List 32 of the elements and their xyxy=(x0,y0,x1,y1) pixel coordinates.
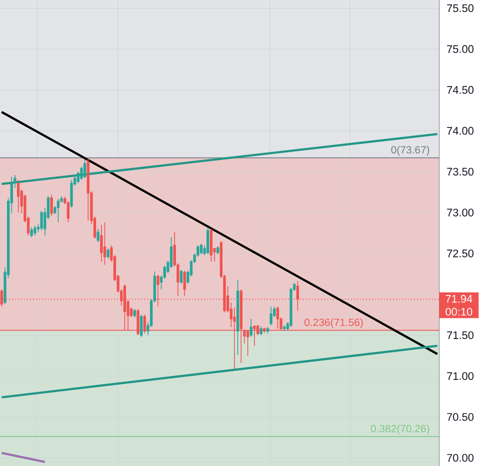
candlestick xyxy=(56,198,60,223)
candlestick xyxy=(86,158,90,222)
y-tick-label: 71.50 xyxy=(447,331,474,340)
ref-line-label: 0(73.67) xyxy=(391,146,430,156)
candlestick xyxy=(100,224,103,262)
y-tick-label: 73.50 xyxy=(447,168,474,176)
candlestick xyxy=(50,194,53,216)
ref-line-label: 71.94 xyxy=(446,294,472,303)
y-tick-label: 73.00 xyxy=(447,208,474,216)
y-tick-label: 70.50 xyxy=(447,413,474,421)
candlestick xyxy=(96,228,100,242)
candlestick xyxy=(283,324,286,332)
candlestick xyxy=(30,226,33,238)
y-tick-label: 75.50 xyxy=(447,4,474,12)
candlestick xyxy=(34,225,36,236)
candlestick xyxy=(290,287,292,328)
y-tick-label: 74.00 xyxy=(447,126,474,135)
y-tick-label: 74.50 xyxy=(447,86,474,94)
y-tick-label: 72.50 xyxy=(447,250,474,258)
candlestick xyxy=(250,318,252,338)
candlestick xyxy=(270,306,272,326)
text: 00:10 xyxy=(446,308,472,316)
y-tick-label: 75.00 xyxy=(447,45,474,53)
candlestick xyxy=(103,222,106,266)
candlestick xyxy=(106,248,110,259)
y-tick-label: 70.00 xyxy=(447,454,474,462)
candlestick xyxy=(260,326,262,336)
ref-line-label: 0.382(70.26) xyxy=(370,424,430,434)
candlestick xyxy=(70,179,73,208)
ref-line-label: 0.236(71.56) xyxy=(304,318,363,328)
y-tick-label: 71.00 xyxy=(447,372,474,380)
candlestick xyxy=(183,270,186,296)
